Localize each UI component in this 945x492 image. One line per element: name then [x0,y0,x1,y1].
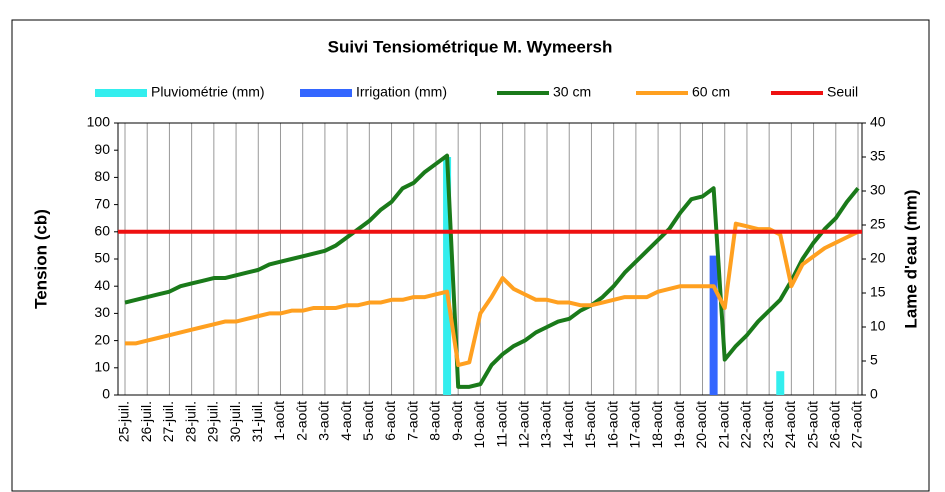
legend-label: Seuil [827,84,858,100]
y-tick-label: 50 [94,250,110,266]
x-tick-label: 30-juil. [227,401,243,442]
bar [776,371,785,395]
x-tick-label: 28-juil. [182,401,198,442]
y2-tick-label: 25 [870,216,886,232]
x-tick-label: 14-août [560,401,576,449]
x-tick-label: 10-août [471,401,487,449]
x-tick-label: 25-août [804,401,820,449]
y2-tick-label: 10 [870,318,886,334]
x-tick-label: 16-août [604,401,620,449]
legend-label: 60 cm [692,84,730,100]
y2-tick-label: 15 [870,284,886,300]
line [125,221,859,368]
legend-label: Irrigation (mm) [356,84,447,100]
x-tick-label: 26-août [826,401,842,449]
x-tick-label: 2-août [293,401,309,441]
x-tick-label: 27-juil. [160,401,176,442]
y-tick-label: 30 [94,304,110,320]
y-tick-label: 100 [87,114,111,130]
y2-tick-label: 35 [870,148,886,164]
x-tick-label: 12-août [516,401,532,449]
y2-tick-label: 20 [870,250,886,266]
y2-tick-label: 40 [870,114,886,130]
x-tick-label: 1-août [271,401,287,441]
legend-label: 30 cm [553,84,591,100]
y2-axis-title: Lame d'eau (mm) [901,189,920,328]
x-tick-label: 4-août [338,401,354,441]
bar [443,157,452,395]
legend-swatch [300,89,352,97]
x-tick-label: 22-août [738,401,754,449]
x-tick-label: 19-août [671,401,687,449]
y-tick-label: 70 [94,195,110,211]
chart-title: Suivi Tensiométrique M. Wymeersh [328,37,613,56]
y-tick-label: 10 [94,359,110,375]
x-tick-label: 24-août [782,401,798,449]
x-tick-label: 18-août [649,401,665,449]
x-tick-label: 3-août [316,401,332,441]
x-tick-label: 27-août [849,401,865,449]
plot-border [117,122,863,396]
x-tick-label: 9-août [449,401,465,441]
legend-label: Pluviométrie (mm) [151,84,265,100]
y-tick-label: 20 [94,331,110,347]
chart-border [11,19,930,492]
legend-swatch [95,89,147,97]
y-axis-title: Tension (cb) [31,209,50,309]
x-tick-label: 7-août [404,401,420,441]
y2-tick-label: 5 [870,352,878,368]
x-tick-label: 23-août [760,401,776,449]
x-tick-label: 25-juil. [116,401,132,442]
x-tick-label: 21-août [715,401,731,449]
y-tick-label: 0 [102,386,110,402]
bar [709,255,718,395]
x-tick-label: 20-août [693,401,709,449]
x-tick-label: 31-juil. [249,401,265,442]
y2-tick-label: 30 [870,182,886,198]
y-tick-label: 40 [94,277,110,293]
x-tick-label: 17-août [627,401,643,449]
x-tick-label: 6-août [382,401,398,441]
y-tick-label: 80 [94,168,110,184]
y-tick-label: 90 [94,141,110,157]
x-tick-label: 29-juil. [205,401,221,442]
line [124,153,860,389]
x-tick-label: 8-août [427,401,443,441]
x-tick-label: 15-août [582,401,598,449]
x-tick-label: 11-août [493,401,509,448]
y2-tick-label: 0 [870,386,878,402]
x-tick-label: 13-août [538,401,554,449]
x-tick-label: 5-août [360,401,376,441]
x-tick-label: 26-juil. [138,401,154,442]
y-tick-label: 60 [94,223,110,239]
